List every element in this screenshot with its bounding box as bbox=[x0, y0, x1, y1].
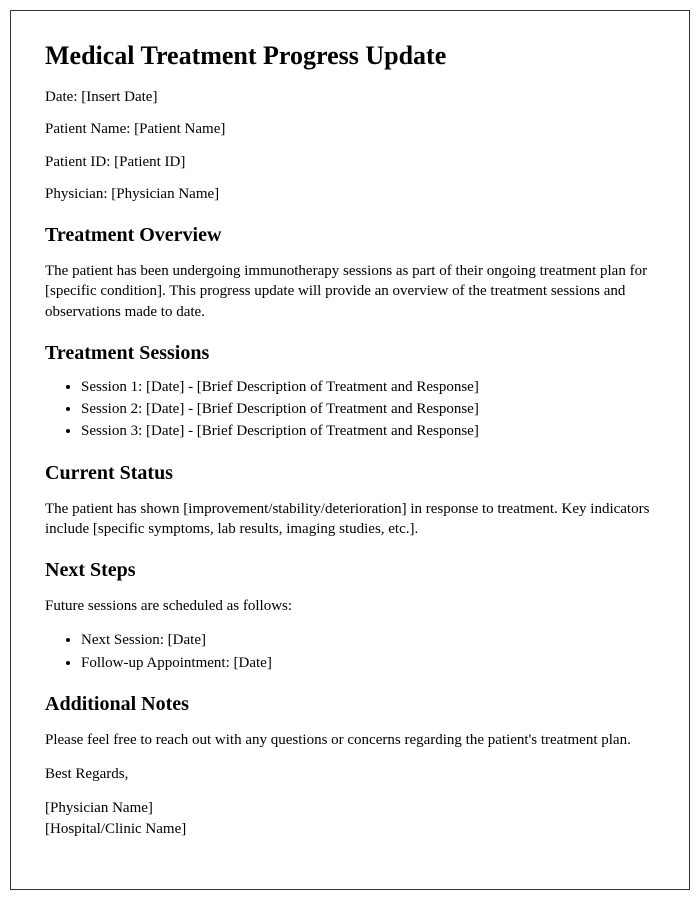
sessions-heading: Treatment Sessions bbox=[45, 342, 655, 365]
list-item: Follow-up Appointment: [Date] bbox=[81, 653, 655, 673]
meta-patient-name-label: Patient Name: bbox=[45, 121, 130, 137]
closing: Best Regards, bbox=[45, 764, 655, 784]
meta-patient-name: Patient Name: [Patient Name] bbox=[45, 119, 655, 139]
list-item: Session 1: [Date] - [Brief Description o… bbox=[81, 377, 655, 397]
signature-hospital: [Hospital/Clinic Name] bbox=[45, 821, 186, 837]
signature-block: [Physician Name] [Hospital/Clinic Name] bbox=[45, 798, 655, 839]
status-heading: Current Status bbox=[45, 462, 655, 485]
next-steps-heading: Next Steps bbox=[45, 559, 655, 582]
signature-physician: [Physician Name] bbox=[45, 800, 153, 816]
next-steps-list: Next Session: [Date] Follow-up Appointme… bbox=[45, 630, 655, 673]
meta-patient-id-label: Patient ID: bbox=[45, 154, 110, 170]
page-title: Medical Treatment Progress Update bbox=[45, 41, 655, 71]
list-item: Next Session: [Date] bbox=[81, 630, 655, 650]
list-item: Session 2: [Date] - [Brief Description o… bbox=[81, 399, 655, 419]
meta-physician: Physician: [Physician Name] bbox=[45, 184, 655, 204]
meta-date: Date: [Insert Date] bbox=[45, 87, 655, 107]
overview-body: The patient has been undergoing immunoth… bbox=[45, 261, 655, 322]
meta-patient-id: Patient ID: [Patient ID] bbox=[45, 152, 655, 172]
list-item: Session 3: [Date] - [Brief Description o… bbox=[81, 421, 655, 441]
sessions-list: Session 1: [Date] - [Brief Description o… bbox=[45, 377, 655, 442]
meta-patient-name-value: [Patient Name] bbox=[134, 121, 225, 137]
meta-patient-id-value: [Patient ID] bbox=[114, 154, 185, 170]
meta-physician-value: [Physician Name] bbox=[111, 186, 219, 202]
meta-date-label: Date: bbox=[45, 89, 77, 105]
overview-heading: Treatment Overview bbox=[45, 224, 655, 247]
document-page: Medical Treatment Progress Update Date: … bbox=[10, 10, 690, 890]
status-body: The patient has shown [improvement/stabi… bbox=[45, 499, 655, 540]
meta-physician-label: Physician: bbox=[45, 186, 108, 202]
meta-date-value: [Insert Date] bbox=[81, 89, 157, 105]
next-steps-intro: Future sessions are scheduled as follows… bbox=[45, 596, 655, 616]
notes-body: Please feel free to reach out with any q… bbox=[45, 730, 655, 750]
notes-heading: Additional Notes bbox=[45, 693, 655, 716]
